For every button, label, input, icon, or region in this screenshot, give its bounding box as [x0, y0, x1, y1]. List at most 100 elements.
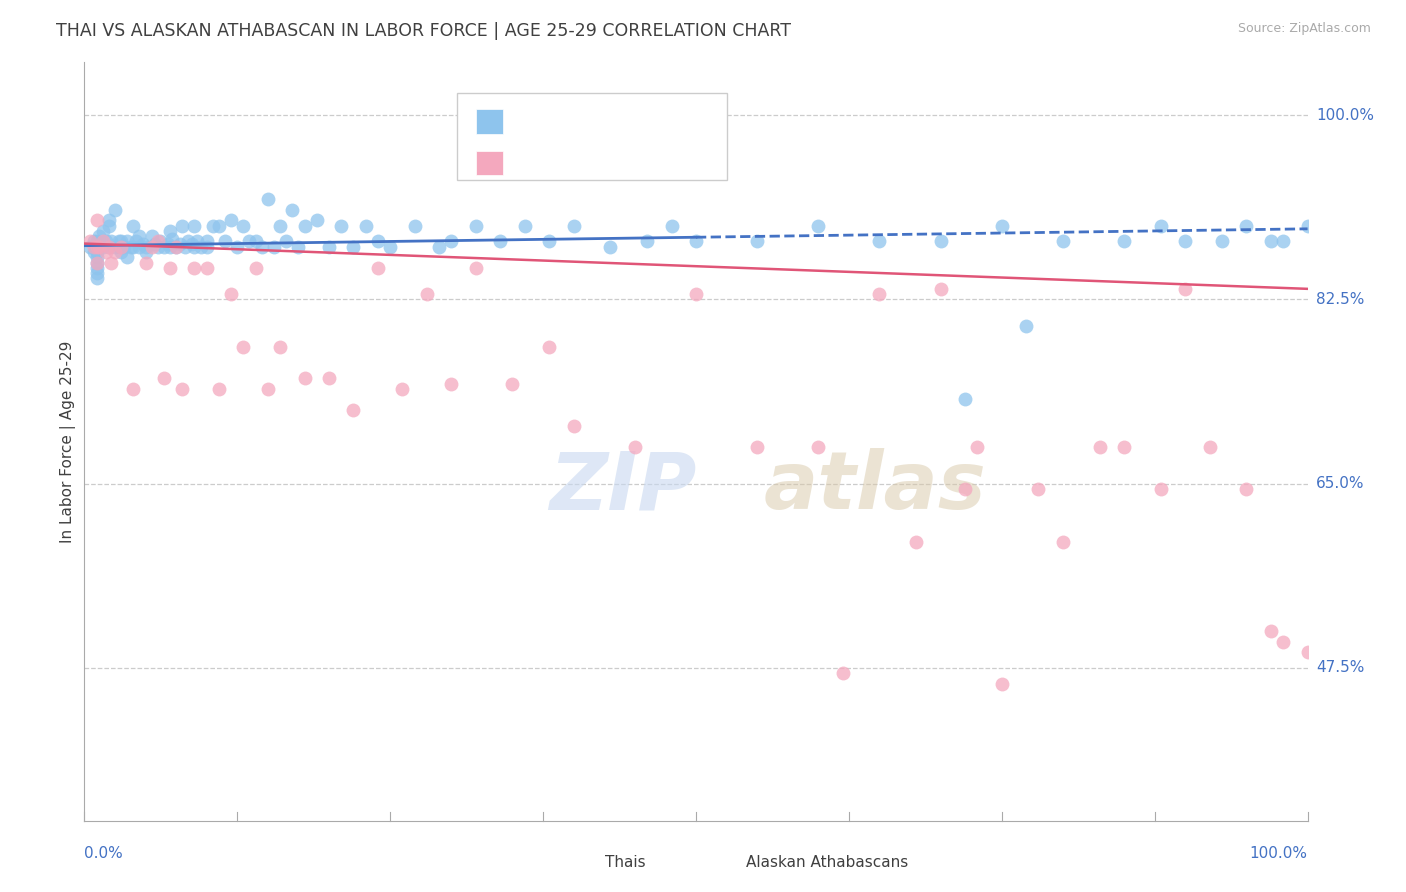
Bar [475, 151, 503, 176]
Point [869, 235, 891, 249]
Point [294, 219, 316, 233]
Point [245, 260, 267, 275]
Text: 47.5%: 47.5% [1316, 660, 1364, 675]
Point [87, 240, 110, 254]
Point [502, 376, 524, 391]
Point [86, 255, 108, 269]
Bar [574, 854, 596, 871]
Point [97, 240, 120, 254]
Point [86, 250, 108, 264]
Point [97, 213, 120, 227]
Point [747, 235, 769, 249]
Point [1052, 534, 1074, 549]
Point [513, 219, 536, 233]
Point [245, 235, 267, 249]
Point [169, 236, 191, 251]
Point [86, 260, 108, 275]
Text: 82.5%: 82.5% [1316, 292, 1364, 307]
Point [83, 244, 105, 259]
Point [177, 235, 200, 249]
Point [380, 240, 402, 254]
Point [1015, 318, 1038, 333]
Point [159, 224, 181, 238]
Point [97, 240, 120, 254]
Point [86, 240, 108, 254]
Point [86, 213, 108, 227]
Point [146, 240, 169, 254]
Point [107, 235, 129, 249]
Point [1272, 235, 1295, 249]
Point [1114, 440, 1136, 454]
Text: Thais: Thais [606, 855, 647, 870]
Point [232, 219, 254, 233]
Point [661, 219, 683, 233]
Point [87, 229, 110, 244]
Point [208, 219, 231, 233]
Point [1150, 219, 1173, 233]
Point [1272, 634, 1295, 648]
Point [120, 240, 142, 254]
Point [807, 219, 830, 233]
Point [86, 255, 108, 269]
Point [79, 240, 101, 254]
Point [440, 376, 463, 391]
Point [86, 240, 108, 254]
Point [165, 240, 187, 254]
Point [79, 235, 101, 249]
Point [195, 260, 218, 275]
Text: 0.0%: 0.0% [84, 846, 124, 861]
Point [214, 235, 236, 249]
Point [991, 677, 1014, 691]
Point [104, 244, 127, 259]
Point [440, 235, 463, 249]
Point [110, 244, 132, 259]
Point [1088, 440, 1111, 454]
Point [172, 382, 194, 396]
Point [110, 240, 132, 254]
Point [112, 240, 135, 254]
Point [91, 224, 114, 238]
Point [929, 235, 952, 249]
Point [83, 240, 105, 254]
Point [186, 235, 208, 249]
Text: THAI VS ALASKAN ATHABASCAN IN LABOR FORCE | AGE 25-29 CORRELATION CHART: THAI VS ALASKAN ATHABASCAN IN LABOR FORC… [56, 22, 792, 40]
Point [1198, 440, 1220, 454]
Point [238, 235, 260, 249]
Point [104, 240, 127, 254]
Point [96, 244, 118, 259]
Point [153, 371, 176, 385]
Text: Alaskan Athabascans: Alaskan Athabascans [747, 855, 908, 870]
Point [146, 235, 169, 249]
Point [538, 235, 561, 249]
Point [831, 666, 853, 681]
Point [276, 235, 298, 249]
Point [141, 240, 163, 254]
Point [143, 236, 166, 251]
Point [125, 235, 148, 249]
Text: R = -0.109   N = 61: R = -0.109 N = 61 [517, 156, 668, 170]
Point [636, 235, 658, 249]
Text: atlas: atlas [763, 448, 986, 526]
Point [257, 382, 280, 396]
Point [1211, 235, 1233, 249]
Point [153, 240, 176, 254]
Point [100, 255, 122, 269]
Point [685, 235, 707, 249]
Point [966, 440, 988, 454]
Point [305, 213, 328, 227]
Point [172, 219, 194, 233]
Point [869, 287, 891, 301]
Point [208, 382, 231, 396]
Point [250, 240, 273, 254]
Point [624, 440, 647, 454]
Point [367, 260, 389, 275]
Point [747, 440, 769, 454]
FancyBboxPatch shape [457, 93, 727, 180]
Point [1296, 219, 1319, 233]
Point [128, 229, 150, 244]
Point [1052, 235, 1074, 249]
Point [1236, 482, 1258, 496]
Point [183, 260, 205, 275]
Point [110, 235, 132, 249]
Point [86, 271, 108, 285]
